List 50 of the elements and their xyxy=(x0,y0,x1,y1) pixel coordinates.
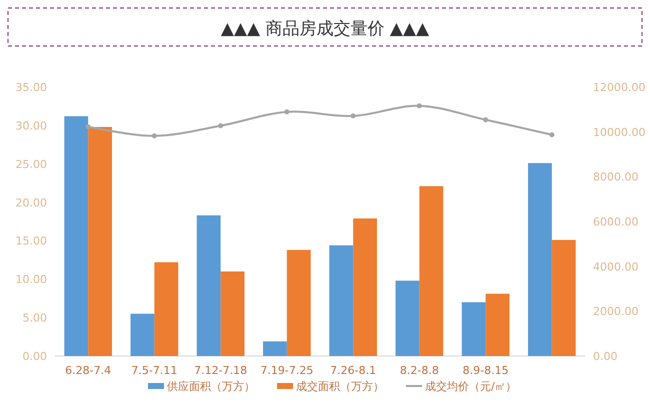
y-tick-label: 20.00 xyxy=(16,196,47,210)
x-tick-label: 7.19-7.25 xyxy=(260,364,314,377)
point xyxy=(549,132,554,138)
x-tick-label: 8.9-8.15 xyxy=(462,364,509,377)
y2-tick-label: 8000.00 xyxy=(593,170,638,184)
y-tick-label: 10.00 xyxy=(16,273,47,286)
bar xyxy=(486,294,510,356)
bar xyxy=(528,163,552,356)
point xyxy=(483,117,488,122)
legend-label: 供应面积（万方） xyxy=(167,380,255,393)
bar xyxy=(88,126,112,356)
x-tick-label: 8.2-8.8 xyxy=(400,364,439,377)
bar xyxy=(154,262,178,356)
bar xyxy=(130,314,154,356)
bar xyxy=(552,240,576,356)
bar xyxy=(419,186,444,356)
y2-tick-label: 2000.00 xyxy=(593,305,638,318)
y-tick-label: 0.00 xyxy=(22,350,47,363)
y-tick-label: 5.00 xyxy=(22,312,47,325)
x-tick-label: 7.5-7.11 xyxy=(131,364,178,377)
bar xyxy=(196,215,221,356)
y2-tick-label: 0.00 xyxy=(593,350,618,363)
bar xyxy=(286,250,311,356)
y2-tick-label: 12000.00 xyxy=(593,81,646,94)
bar xyxy=(64,116,88,356)
y-tick-label: 35.00 xyxy=(16,81,47,94)
y2-tick-label: 6000.00 xyxy=(593,216,638,228)
title: ▲▲▲ 商品房成交量价 ▲▲▲ xyxy=(220,19,430,39)
bar xyxy=(462,302,486,356)
y-tick-label: 15.00 xyxy=(16,234,47,248)
legend-label: 成交面积（万方） xyxy=(296,380,384,393)
x-tick-label: 6.28-7.4 xyxy=(65,364,112,377)
bar xyxy=(396,280,420,356)
y-tick-label: 25.00 xyxy=(16,158,47,171)
y-tick-label: 30.00 xyxy=(16,119,47,132)
bar xyxy=(220,271,244,356)
point xyxy=(152,133,157,138)
y2-tick-label: 10000.00 xyxy=(593,126,646,139)
bar xyxy=(329,245,354,356)
x-tick-label: 7.12-7.18 xyxy=(194,364,248,377)
y2-tick-label: 4000.00 xyxy=(593,260,638,274)
point xyxy=(284,109,290,114)
legend-label: 成交均价（元/㎡） xyxy=(425,380,517,393)
point xyxy=(350,113,356,118)
bar xyxy=(263,341,287,356)
bar xyxy=(353,218,377,356)
point xyxy=(416,103,422,108)
point xyxy=(86,124,91,130)
x-tick-label: 7.26-8.1 xyxy=(330,364,376,377)
point xyxy=(218,123,224,128)
